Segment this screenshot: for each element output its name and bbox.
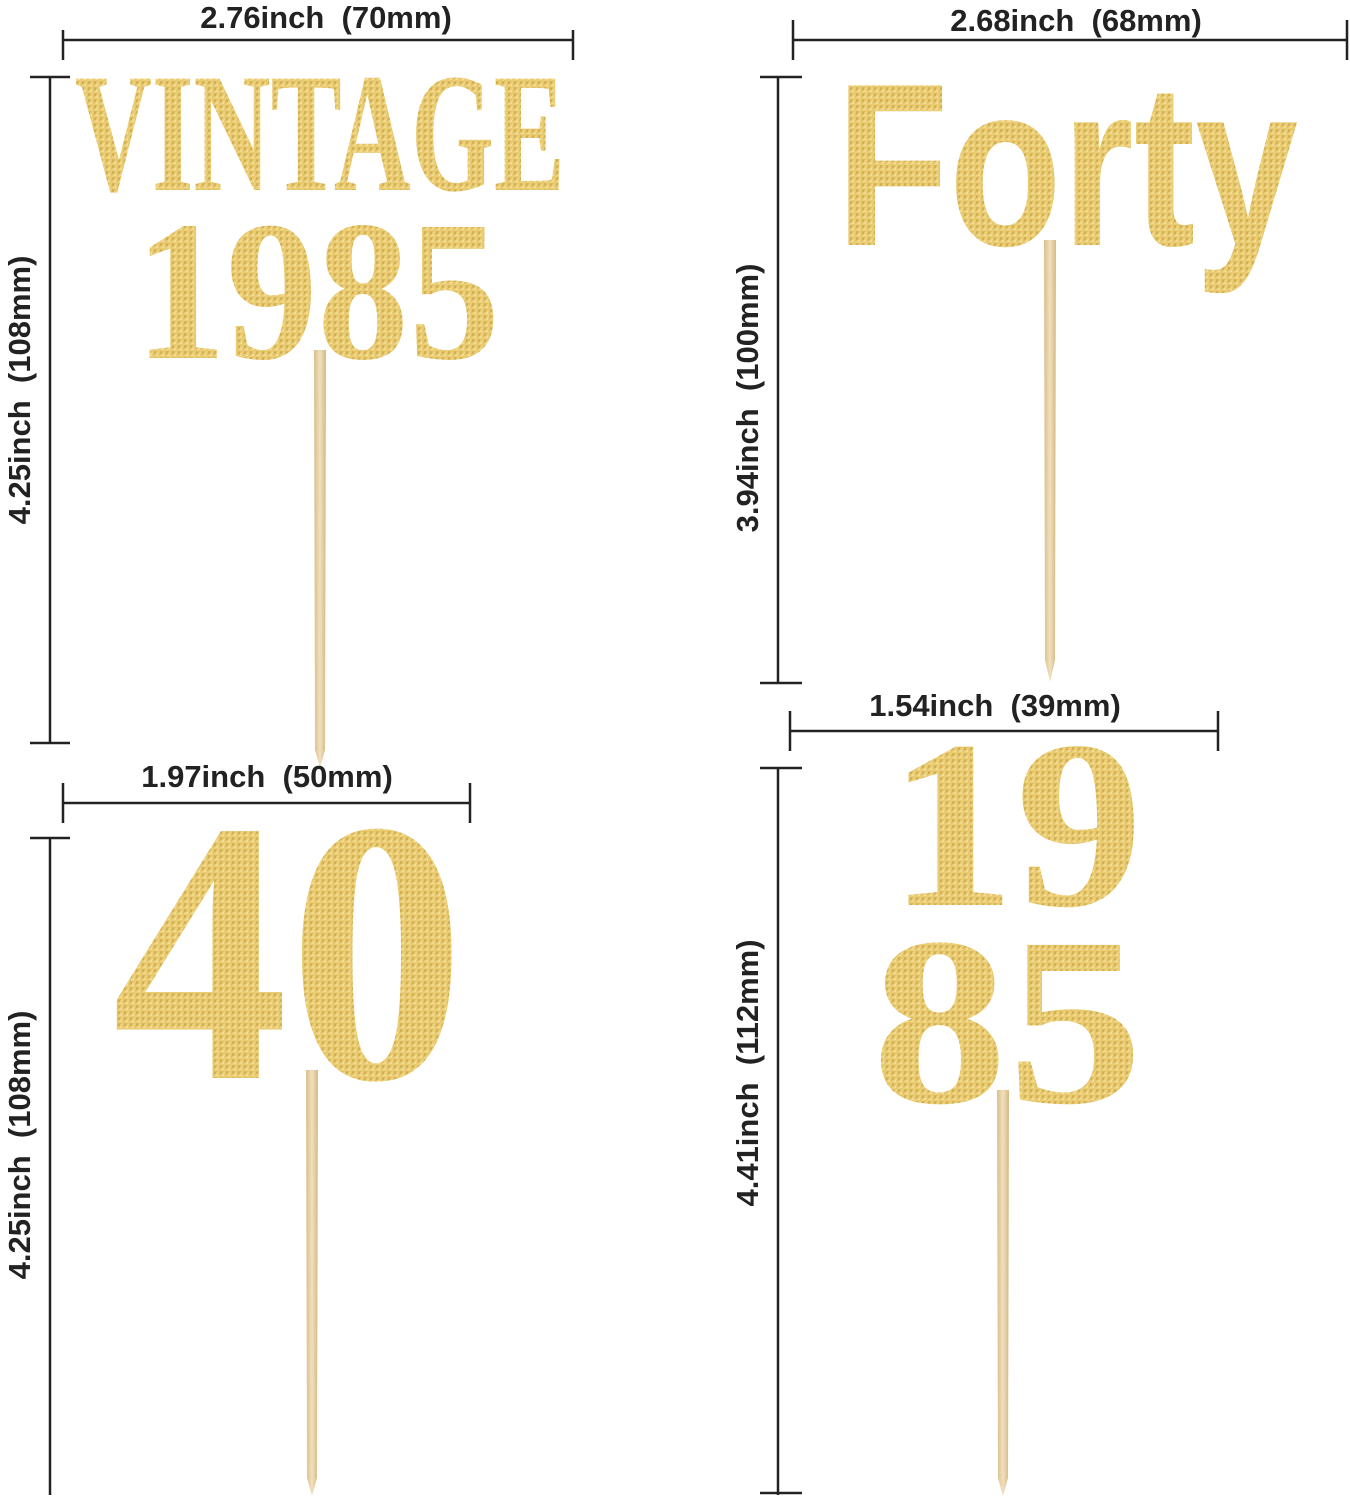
stick-1985-stacked (997, 1090, 1009, 1496)
width-label: 1.97inch (50mm) (141, 759, 393, 794)
dimension-width-1985-stacked: 1.54inch (39mm) (788, 688, 1220, 751)
width-label: 1.54inch (39mm) (869, 688, 1121, 723)
dimension-height-1985-stacked: 4.41inch (112mm) (730, 766, 802, 1495)
dimension-height-forty: 3.94inch (100mm) (730, 75, 802, 685)
stick-vintage-1985 (314, 350, 326, 768)
topper-text-forty: Forty (836, 36, 1298, 295)
topper-text-40: 40 (112, 745, 465, 1160)
topper-forty: Forty (836, 36, 1298, 295)
topper-40: 40 (112, 745, 465, 1160)
dimension-height-40: 4.25inch (108mm) (2, 836, 70, 1495)
stick-forty (1044, 240, 1056, 682)
topper-1985-stacked: 19 85 (872, 691, 1143, 1154)
width-label: 2.68inch (68mm) (950, 3, 1202, 38)
dimension-width-vintage-1985: 2.76inch (70mm) (61, 0, 575, 60)
height-label: 3.94inch (100mm) (730, 264, 765, 533)
width-label: 2.76inch (70mm) (200, 0, 452, 35)
dimension-width-forty: 2.68inch (68mm) (791, 3, 1349, 60)
height-label: 4.25inch (108mm) (2, 256, 37, 525)
topper-text-85: 85 (872, 888, 1143, 1154)
height-label: 4.41inch (112mm) (730, 939, 765, 1206)
topper-text-vintage: VINTAGE (75, 39, 565, 227)
topper-vintage-1985: VINTAGE 1985 (75, 39, 565, 402)
height-label: 4.25inch (108mm) (2, 1011, 37, 1280)
topper-text-19: 19 (888, 691, 1143, 957)
dimension-height-vintage-1985: 4.25inch (108mm) (2, 75, 70, 745)
stick-40 (306, 1070, 318, 1496)
topper-text-1985: 1985 (135, 181, 500, 402)
dimension-width-40: 1.97inch (50mm) (61, 759, 472, 823)
